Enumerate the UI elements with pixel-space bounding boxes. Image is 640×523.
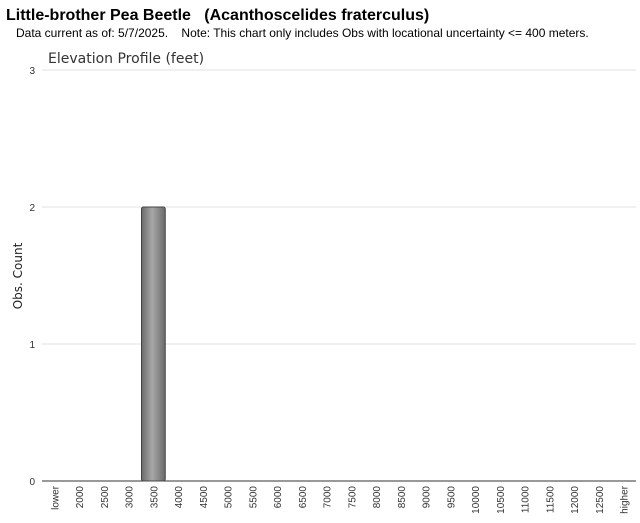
plot-area: 0 1 2 3 lower 2000 2500 3000 3500 4000 4500 5000 550…	[29, 66, 636, 514]
x-tick-label: 12000	[570, 486, 581, 514]
bar	[140, 206, 166, 482]
x-tick-label: 7500	[347, 486, 358, 509]
x-tick-label: 2000	[75, 486, 86, 509]
x-tick-label: 6000	[273, 486, 284, 509]
x-tick-label: 10500	[496, 486, 507, 514]
page-title: Little-brother Pea Beetle (Acanthoscelid…	[6, 7, 429, 24]
x-tick-label: 8000	[372, 486, 383, 509]
chart-title: Elevation Profile (feet)	[48, 51, 204, 67]
x-tick-label: 5000	[224, 486, 235, 509]
x-tick-label: 7000	[323, 486, 334, 509]
x-tick-label: 9000	[422, 486, 433, 509]
x-tick-label: 4500	[199, 486, 210, 509]
x-tick-label: 10000	[471, 486, 482, 514]
x-tick-label: 3500	[149, 486, 160, 509]
y-tick-label: 0	[29, 477, 35, 488]
x-tick-label: lower	[50, 485, 61, 510]
x-tick-label: 12500	[595, 486, 606, 514]
x-tick-label: 4000	[174, 486, 185, 509]
x-tick-label: 6500	[298, 486, 309, 509]
y-tick-label: 3	[29, 66, 35, 77]
x-tick-label: 11500	[545, 486, 556, 514]
subtitle: Data current as of: 5/7/2025. Note: This…	[16, 26, 589, 40]
x-tick-label: 5500	[248, 486, 259, 509]
x-tick-label: 8500	[397, 486, 408, 509]
x-tick-label: 11000	[521, 486, 532, 514]
x-tick-label: 9500	[446, 486, 457, 509]
y-tick-label: 1	[29, 340, 35, 351]
x-tick-label: higher	[620, 485, 631, 513]
x-tick-label: 2500	[100, 486, 111, 509]
y-tick-label: 2	[29, 203, 35, 214]
y-axis-label: Obs. Count	[11, 242, 25, 309]
x-tick-label: 3000	[125, 486, 136, 509]
